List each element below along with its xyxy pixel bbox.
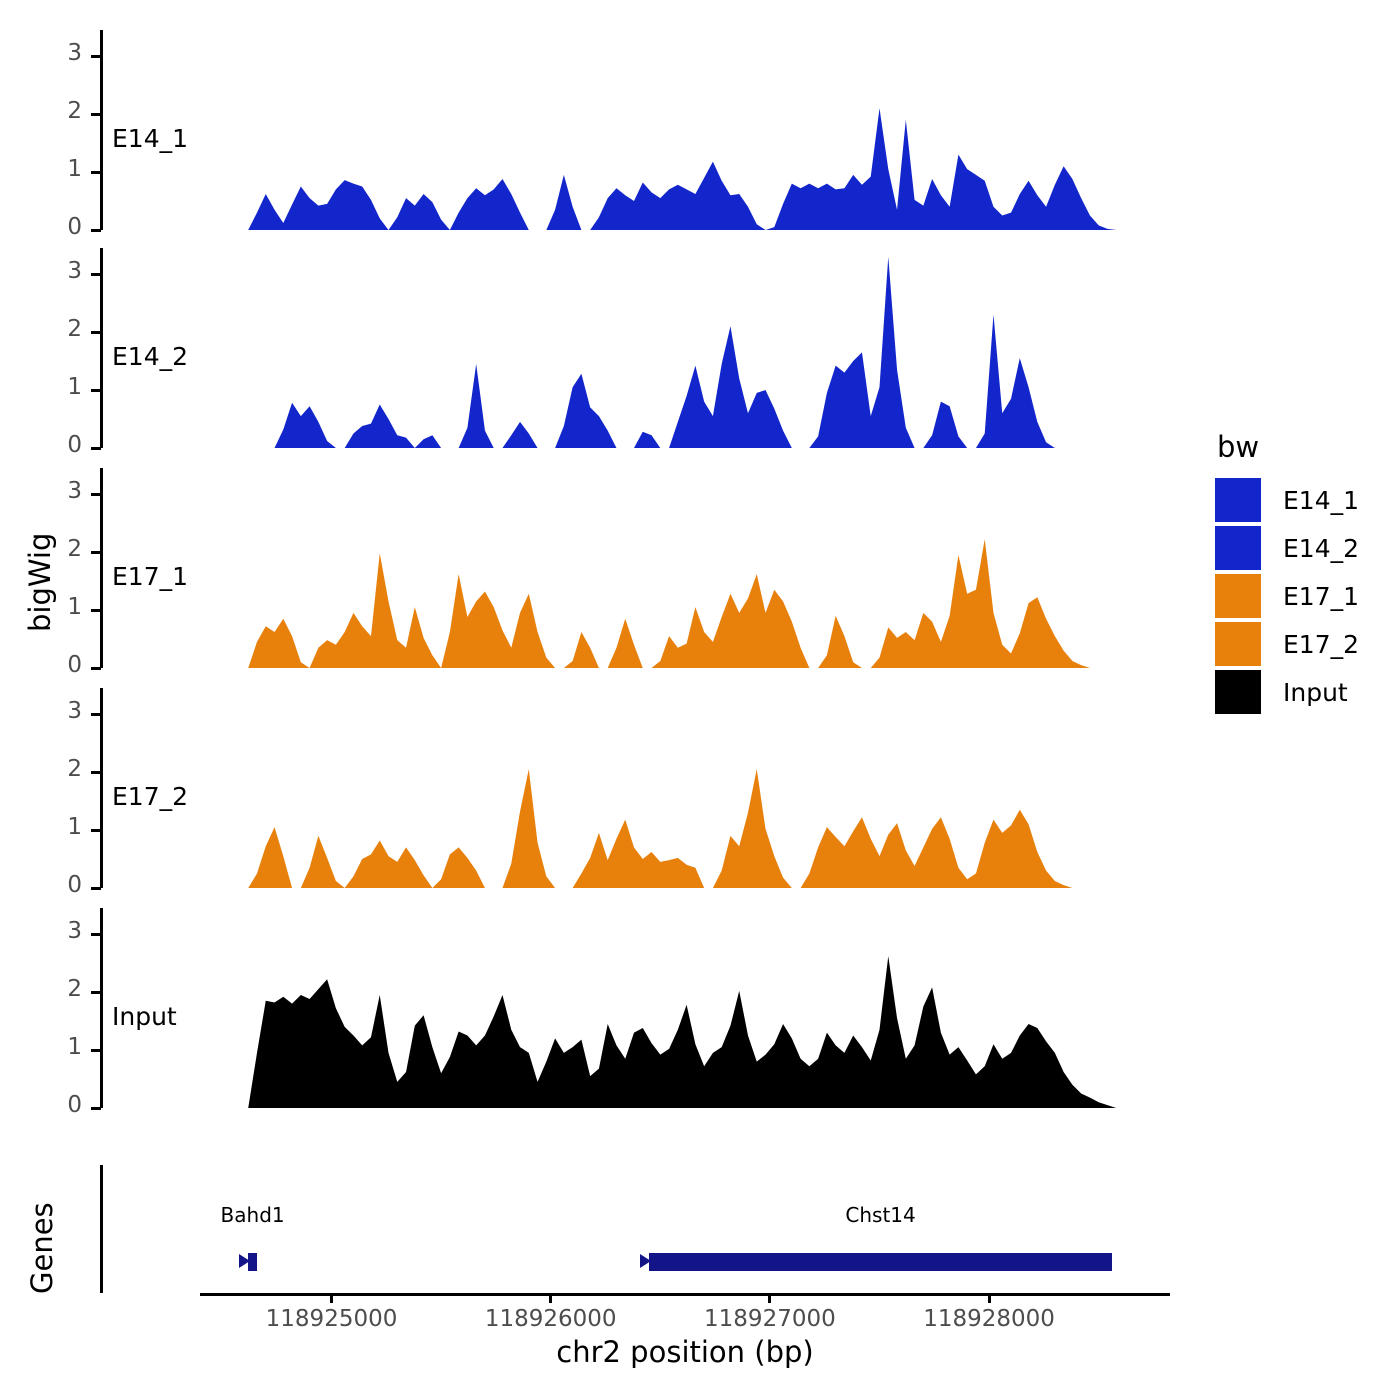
y-tick-mark — [91, 388, 101, 392]
y-tick-mark — [91, 712, 101, 716]
facet-e14_2: 0 1 2 3 E14_2 — [0, 248, 1200, 458]
y-tick-label: 0 — [67, 872, 82, 898]
y-tick-mark — [91, 990, 101, 994]
signal-area-e17_1 — [248, 539, 1090, 668]
x-tick-mark — [330, 1293, 334, 1303]
legend-item-e14_2[interactable]: E14_2 — [1215, 524, 1359, 572]
facet-label-input: Input — [112, 1002, 177, 1032]
signal-area-e17_2 — [248, 769, 1073, 888]
y-tick-mark — [91, 1106, 101, 1110]
legend-item-label: E14_2 — [1283, 533, 1360, 563]
y-tick-label: 3 — [67, 40, 82, 67]
y-tick-label: 3 — [67, 478, 82, 505]
y-tick-label: 3 — [67, 698, 82, 725]
x-tick-mark — [768, 1293, 772, 1303]
facet-e17_2: 0 1 2 3 E17_2 — [0, 688, 1200, 898]
y-tick-mark — [91, 1048, 101, 1052]
gene-label-bahd1: Bahd1 — [220, 1203, 285, 1227]
genes-track-panel: Bahd1 Chst14 — [100, 1165, 1170, 1293]
y-axis-line — [100, 468, 103, 668]
y-tick-label: 1 — [67, 594, 82, 621]
y-tick-label: 0 — [67, 432, 82, 458]
facet-label-e17_2: E17_2 — [112, 782, 189, 812]
y-tick-mark — [91, 608, 101, 612]
facet-input: 0 1 2 3 Input — [0, 908, 1200, 1118]
y-axis-line — [100, 908, 103, 1108]
y-tick-label: 0 — [67, 214, 82, 240]
y-tick-label: 3 — [67, 258, 82, 285]
legend-title: bw — [1217, 430, 1260, 464]
legend-item-e14_1[interactable]: E14_1 — [1215, 476, 1359, 524]
y-tick-mark — [91, 54, 101, 58]
facet-label-e14_2: E14_2 — [112, 342, 189, 372]
y-tick-label: 2 — [67, 536, 82, 563]
x-axis-title: chr2 position (bp) — [556, 1335, 814, 1369]
legend-item-e17_1[interactable]: E17_1 — [1215, 572, 1359, 620]
y-tick-mark — [91, 228, 101, 232]
y-tick-mark — [91, 770, 101, 774]
x-tick-label: 118927000 — [704, 1306, 836, 1332]
x-axis-line — [200, 1293, 1170, 1296]
x-tick-label: 118928000 — [923, 1306, 1055, 1332]
gene-label-chst14: Chst14 — [845, 1203, 916, 1227]
genes-axis-title: Genes — [25, 1202, 59, 1294]
signal-area-e14_2 — [274, 256, 1055, 448]
y-tick-mark — [91, 666, 101, 670]
x-tick-label: 118925000 — [265, 1306, 398, 1332]
x-tick-label: 118926000 — [484, 1306, 617, 1332]
y-tick-mark — [91, 272, 101, 276]
x-tick-mark — [549, 1293, 553, 1303]
y-tick-mark — [91, 170, 101, 174]
legend-color-swatch — [1215, 478, 1261, 522]
y-tick-label: 1 — [67, 1034, 82, 1061]
y-tick-mark — [91, 886, 101, 890]
genes-axis-line — [100, 1165, 103, 1293]
y-tick-label: 0 — [67, 1092, 82, 1118]
y-tick-label: 2 — [67, 98, 82, 125]
y-tick-mark — [91, 446, 101, 450]
y-tick-mark — [91, 330, 101, 334]
facet-e17_1: 0 1 2 3 E17_1 — [0, 468, 1200, 678]
facet-label-e14_1: E14_1 — [112, 124, 189, 154]
y-tick-label: 2 — [67, 316, 82, 343]
legend-item-label: E17_2 — [1283, 629, 1360, 659]
gene-strand-arrow-icon — [640, 1254, 652, 1268]
gene-body-bahd1[interactable] — [248, 1253, 257, 1271]
gene-strand-arrow-icon — [239, 1254, 251, 1268]
y-tick-label: 0 — [67, 652, 82, 678]
legend-item-label: Input — [1283, 677, 1348, 707]
legend-item-input[interactable]: Input — [1215, 668, 1359, 716]
y-axis-line — [100, 248, 103, 448]
y-tick-mark — [91, 550, 101, 554]
facet-label-e17_1: E17_1 — [112, 562, 189, 592]
legend-item-label: E14_1 — [1283, 485, 1360, 515]
legend: bw E14_1 E14_2 E17_1 E17_2 Input — [1215, 430, 1359, 716]
signal-area-e14_1 — [248, 108, 1117, 230]
y-tick-label: 2 — [67, 976, 82, 1003]
legend-item-label: E17_1 — [1283, 581, 1360, 611]
y-tick-label: 1 — [67, 156, 82, 183]
legend-item-e17_2[interactable]: E17_2 — [1215, 620, 1359, 668]
signal-area-input — [248, 956, 1117, 1108]
y-tick-label: 1 — [67, 374, 82, 401]
x-tick-mark — [987, 1293, 991, 1303]
y-tick-mark — [91, 828, 101, 832]
facet-e14_1: 0 1 2 3 E14_1 — [0, 30, 1200, 240]
legend-color-swatch — [1215, 670, 1261, 714]
y-tick-label: 3 — [67, 918, 82, 945]
y-tick-label: 1 — [67, 814, 82, 841]
gene-body-chst14[interactable] — [649, 1253, 1112, 1271]
legend-color-swatch — [1215, 574, 1261, 618]
y-tick-mark — [91, 492, 101, 496]
y-axis-line — [100, 30, 103, 230]
y-tick-mark — [91, 112, 101, 116]
legend-color-swatch — [1215, 526, 1261, 570]
y-tick-label: 2 — [67, 756, 82, 783]
y-axis-line — [100, 688, 103, 888]
legend-color-swatch — [1215, 622, 1261, 666]
y-tick-mark — [91, 932, 101, 936]
